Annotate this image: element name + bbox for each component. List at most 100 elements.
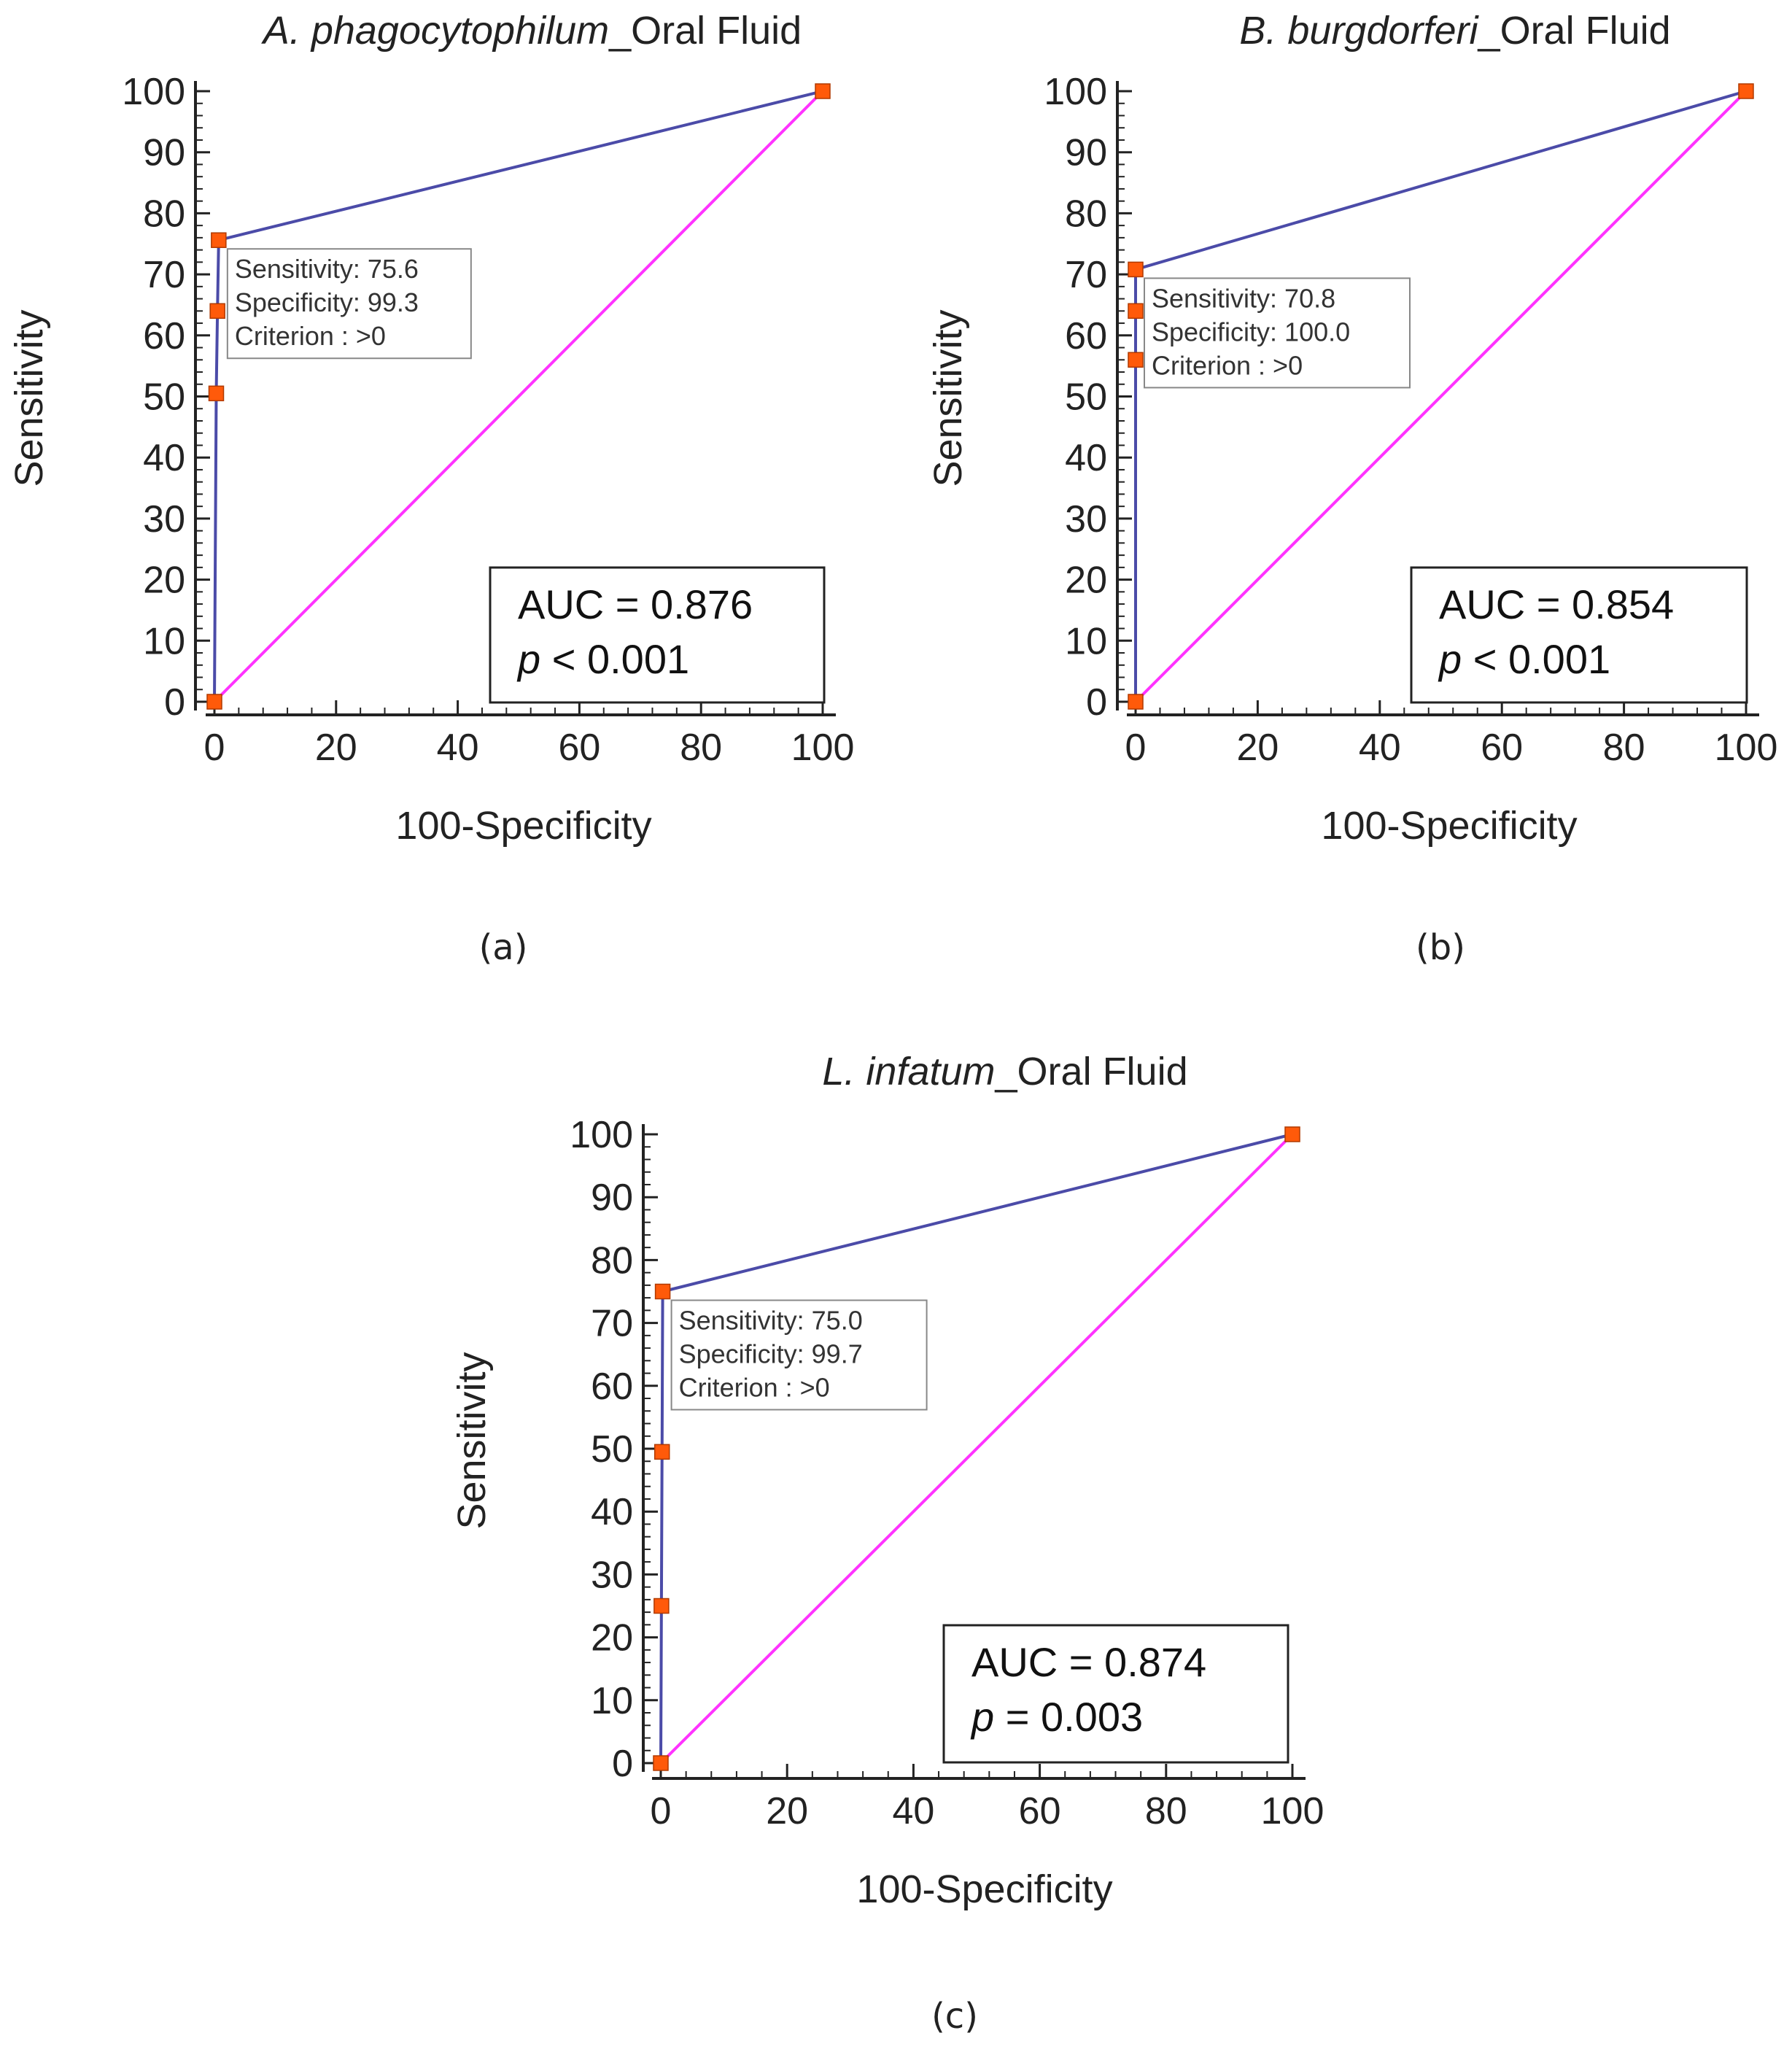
criterion-annotation-line: Criterion : >0: [235, 321, 386, 351]
x-tick-label: 100: [1261, 1790, 1324, 1832]
x-axis-label: 100-Specificity: [395, 804, 651, 848]
y-tick-label: 100: [570, 1114, 633, 1156]
chart-panel-c: L. infatum_Oral Fluid 0 10 20 30 40 50 60 70 80 90…: [450, 1050, 1324, 2037]
p-symbol: p: [516, 636, 540, 682]
chart-panel-a: A. phagocytophilum_Oral Fluid 0 10 20 30 40 50…: [7, 9, 854, 968]
reference-diagonal-line: [213, 90, 824, 703]
x-tick-label: 40: [1359, 727, 1401, 769]
y-tick-label: 30: [1065, 498, 1107, 541]
y-tick-label: 90: [591, 1177, 633, 1219]
y-tick-label: 90: [1065, 132, 1107, 174]
roc-point: [815, 83, 831, 99]
roc-point: [1128, 303, 1144, 320]
x-tick-label: 100: [1715, 727, 1778, 769]
roc-point: [206, 694, 222, 710]
criterion-annotation-line: Criterion : >0: [679, 1373, 830, 1403]
panel-caption: (a): [479, 927, 528, 968]
y-tick-label: 0: [1086, 681, 1107, 724]
roc-point: [1738, 83, 1754, 99]
chart-title: L. infatum_Oral Fluid: [822, 1050, 1187, 1093]
roc-point: [1128, 261, 1144, 278]
roc-point: [208, 385, 225, 402]
y-tick-label: 50: [143, 376, 185, 419]
chart-title: B. burgdorferi_Oral Fluid: [1239, 9, 1670, 53]
y-tick-label: 100: [122, 71, 185, 113]
x-tick-label: 0: [651, 1790, 672, 1832]
panel-caption: (c): [931, 1996, 978, 2037]
chart-title-species: B. burgdorferi: [1239, 9, 1479, 53]
y-tick-label: 0: [164, 681, 185, 724]
auc-value: AUC = 0.876: [518, 581, 753, 627]
y-tick-label: 40: [143, 437, 185, 479]
chart-title-sample: _Oral Fluid: [995, 1050, 1188, 1093]
roc-point: [1128, 694, 1144, 710]
roc-point: [209, 303, 225, 320]
auc-box: [942, 1624, 1289, 1764]
criterion-annotation-line: Specificity: 99.7: [679, 1339, 863, 1369]
x-tick-label: 80: [1603, 727, 1645, 769]
y-tick-label: 20: [591, 1617, 633, 1660]
x-tick-label: 60: [1481, 727, 1523, 769]
x-tick-label: 100: [791, 727, 855, 769]
x-axis-label: 100-Specificity: [856, 1867, 1112, 1911]
criterion-annotation-box: [670, 1299, 928, 1411]
p-symbol: p: [970, 1694, 994, 1740]
reference-diagonal-line: [659, 1133, 1294, 1765]
p-value: p = 0.003: [970, 1694, 1143, 1740]
chart-panel-b: B. burgdorferi_Oral Fluid 0 10 20 30 40 50 60 70…: [926, 9, 1777, 968]
y-tick-label: 80: [1065, 193, 1107, 235]
y-tick-label: 30: [591, 1554, 633, 1596]
criterion-annotation-box: [226, 248, 472, 360]
y-tick-label: 40: [591, 1491, 633, 1533]
roc-point: [653, 1598, 670, 1614]
chart-title-species: L. infatum: [822, 1050, 995, 1093]
y-tick-label: 30: [143, 498, 185, 541]
p-symbol: p: [1438, 636, 1462, 682]
y-tick-label: 70: [143, 254, 185, 296]
y-tick-label: 60: [591, 1366, 633, 1408]
roc-point: [653, 1755, 669, 1771]
chart-title-sample: _Oral Fluid: [608, 9, 802, 53]
x-tick-label: 20: [315, 727, 357, 769]
p-value-text: < 0.001: [540, 636, 689, 682]
y-tick-label: 0: [612, 1743, 633, 1785]
p-value: p < 0.001: [1438, 636, 1610, 682]
criterion-annotation-line: Criterion : >0: [1152, 350, 1303, 380]
y-axis-label: Sensitivity: [926, 309, 970, 487]
y-tick-label: 70: [1065, 254, 1107, 296]
y-tick-label: 20: [143, 559, 185, 602]
roc-point: [653, 1444, 670, 1460]
roc-point: [1284, 1126, 1300, 1142]
criterion-annotation-line: Sensitivity: 75.0: [679, 1306, 863, 1336]
criterion-annotation-line: Sensitivity: 70.8: [1152, 283, 1335, 313]
chart-title-species: A. phagocytophilum: [261, 9, 609, 53]
y-tick-label: 50: [591, 1428, 633, 1471]
p-value: p < 0.001: [516, 636, 689, 682]
p-value-text: < 0.001: [1462, 636, 1610, 682]
chart-title-sample: _Oral Fluid: [1478, 9, 1671, 53]
roc-point: [654, 1283, 671, 1300]
p-value-text: = 0.003: [994, 1694, 1143, 1740]
y-tick-label: 40: [1065, 437, 1107, 479]
y-tick-label: 90: [143, 132, 185, 174]
y-tick-label: 100: [1044, 71, 1107, 113]
auc-value: AUC = 0.874: [971, 1639, 1206, 1685]
x-tick-label: 80: [680, 727, 722, 769]
x-tick-label: 0: [204, 727, 225, 769]
y-tick-label: 20: [1065, 559, 1107, 602]
x-tick-label: 0: [1125, 727, 1147, 769]
criterion-annotation-line: Specificity: 100.0: [1152, 317, 1350, 346]
x-axis-label: 100-Specificity: [1321, 804, 1577, 848]
x-tick-label: 60: [558, 727, 600, 769]
criterion-annotation-line: Sensitivity: 75.6: [235, 254, 419, 284]
x-tick-label: 40: [437, 727, 479, 769]
roc-point: [211, 232, 227, 248]
criterion-annotation-line: Specificity: 99.3: [235, 287, 419, 317]
y-axis-label: Sensitivity: [7, 309, 51, 487]
auc-value: AUC = 0.854: [1439, 581, 1674, 627]
x-tick-label: 20: [766, 1790, 808, 1832]
y-tick-label: 60: [1065, 315, 1107, 357]
chart-title: A. phagocytophilum_Oral Fluid: [261, 9, 802, 53]
panel-caption: (b): [1416, 927, 1465, 968]
